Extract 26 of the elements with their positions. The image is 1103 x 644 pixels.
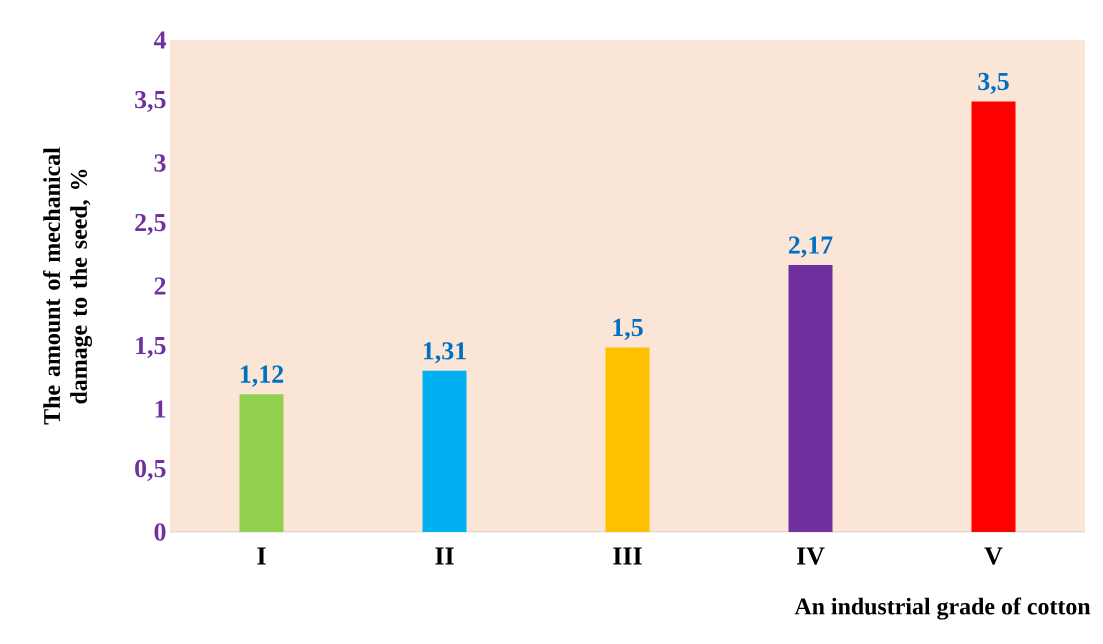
x-tick-label: V bbox=[984, 547, 1003, 565]
y-tick-label: 3 bbox=[154, 154, 166, 172]
y-tick-label: 0 bbox=[154, 523, 166, 541]
y-tick-label: 4 bbox=[153, 31, 167, 49]
bar bbox=[605, 347, 650, 532]
data-label: 1,31 bbox=[423, 342, 466, 364]
x-tick-label: II bbox=[435, 547, 454, 565]
y-tick-label: 3,5 bbox=[135, 90, 166, 113]
bar bbox=[971, 101, 1016, 532]
data-label: 3,5 bbox=[978, 72, 1009, 94]
bar bbox=[422, 370, 467, 532]
y-tick-label: 1,5 bbox=[136, 336, 166, 359]
x-tick-label: IV bbox=[796, 547, 825, 565]
x-tick-label: III bbox=[613, 547, 642, 565]
data-label: 2,17 bbox=[788, 236, 833, 258]
data-label: 1,12 bbox=[240, 365, 284, 387]
y-tick-label: 0,5 bbox=[135, 459, 166, 482]
y-tick-label: 2,5 bbox=[135, 213, 166, 236]
bar bbox=[239, 394, 284, 532]
data-label: 1,5 bbox=[613, 318, 643, 340]
bar bbox=[788, 265, 833, 532]
y-axis-title: The amount of mechanical damage to the seed, % bbox=[43, 147, 93, 425]
x-axis-title: An industrial grade of cotton bbox=[794, 597, 1091, 620]
y-tick-label: 1 bbox=[155, 400, 166, 418]
y-tick-label: 2 bbox=[154, 277, 166, 295]
x-tick-label: I bbox=[257, 547, 266, 565]
